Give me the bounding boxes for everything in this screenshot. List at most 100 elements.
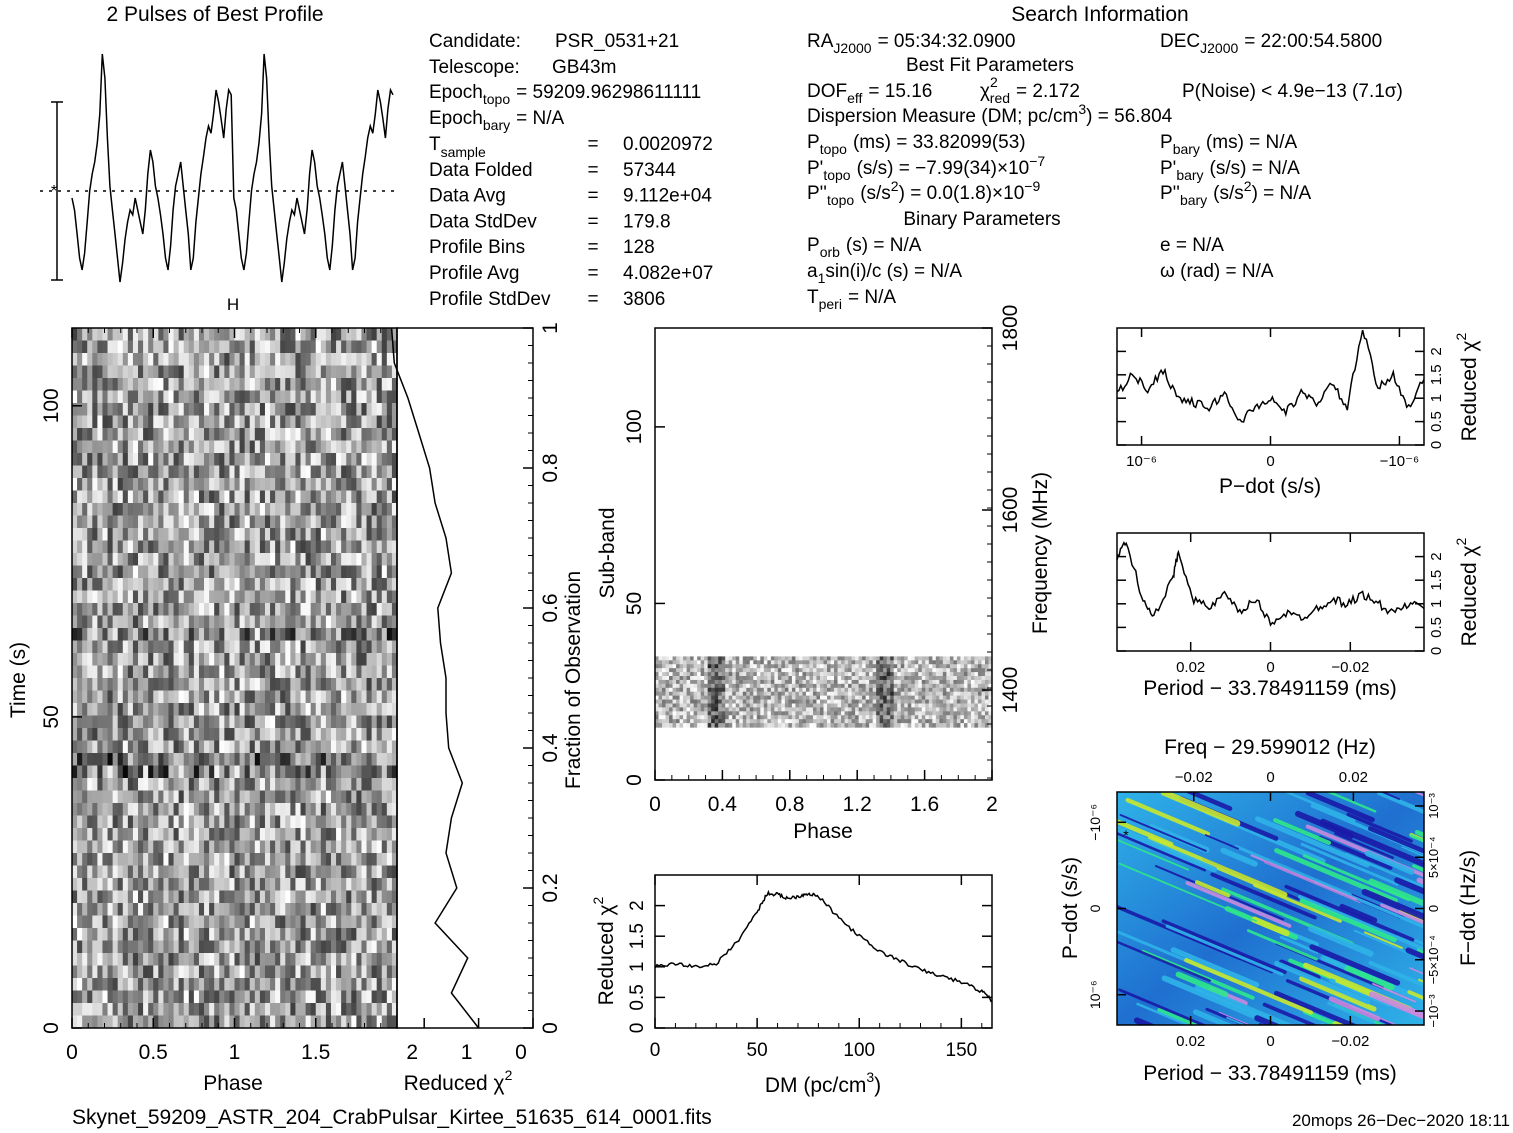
subband-cell xyxy=(942,656,947,661)
pdd-topo-text: P''topo (s/s2) = 0.0(1.8)×10−9 xyxy=(807,178,1040,208)
subband-cell xyxy=(795,691,800,697)
time-phase-cell xyxy=(97,540,104,554)
subband-cell xyxy=(879,703,884,709)
subband-cell xyxy=(714,703,719,709)
subband-cell xyxy=(932,703,937,709)
time-phase-cell xyxy=(143,678,149,692)
subband-cell xyxy=(935,695,940,701)
time-phase-cell xyxy=(249,553,256,567)
time-phase-cell xyxy=(305,728,312,742)
time-phase-cell xyxy=(183,340,190,354)
subband-cell xyxy=(686,683,691,689)
subband-cell xyxy=(795,660,800,665)
time-phase-cell xyxy=(183,453,190,467)
time-phase-cell xyxy=(336,1003,342,1017)
time-phase-cell xyxy=(341,428,347,442)
time-phase-cell xyxy=(204,778,210,792)
time-phase-cell xyxy=(290,553,297,567)
time-phase-cell xyxy=(295,828,302,842)
subband-cell xyxy=(977,664,983,669)
time-phase-cell xyxy=(330,803,337,817)
time-phase-cell xyxy=(198,878,205,892)
time-phase-cell xyxy=(295,465,302,479)
time-phase-cell xyxy=(371,903,378,917)
time-phase-cell xyxy=(381,615,388,629)
time-phase-cell xyxy=(280,440,286,454)
time-phase-cell xyxy=(346,440,352,454)
time-phase-cell xyxy=(178,478,185,492)
time-phase-cell xyxy=(148,890,154,904)
time-phase-cell xyxy=(72,728,78,742)
time-phase-cell xyxy=(244,340,251,354)
time-phase-cell xyxy=(163,490,170,504)
search-info-block: Search Information Candidate: PSR_0531+2… xyxy=(429,3,1403,312)
subband-cell xyxy=(665,668,670,673)
time-phase-cell xyxy=(163,915,170,929)
time-phase-cell xyxy=(168,965,175,979)
time-phase-cell xyxy=(209,365,215,379)
time-phase-cell xyxy=(366,778,373,792)
subband-cell xyxy=(956,676,962,681)
subband-cell xyxy=(862,695,867,701)
time-phase-cell xyxy=(381,390,388,404)
time-phase-cell xyxy=(275,415,281,429)
subband-cell xyxy=(749,660,754,665)
time-phase-cell xyxy=(330,965,337,979)
time-phase-cell xyxy=(77,965,83,979)
time-phase-cell xyxy=(381,740,388,754)
time-phase-cell xyxy=(259,353,266,367)
time-phase-cell xyxy=(87,928,93,942)
time-phase-cell xyxy=(107,840,114,854)
time-phase-cell xyxy=(132,478,139,492)
subband-cell xyxy=(679,660,684,665)
time-phase-cell xyxy=(219,828,225,842)
subband-cell xyxy=(914,703,919,709)
time-phase-cell xyxy=(295,378,302,392)
time-phase-cell xyxy=(107,628,114,642)
time-phase-cell xyxy=(275,503,281,517)
subband-cell xyxy=(897,679,902,685)
time-phase-cell xyxy=(249,503,256,517)
time-phase-cell xyxy=(112,565,119,579)
subband-cell xyxy=(816,679,821,685)
time-phase-cell xyxy=(361,878,368,892)
subband-cell xyxy=(883,699,888,705)
time-phase-cell xyxy=(219,728,225,742)
time-phase-cell xyxy=(259,403,266,417)
time-phase-cell xyxy=(112,965,119,979)
time-phase-cell xyxy=(148,765,154,779)
time-phase-cell xyxy=(198,428,205,442)
time-phase-cell xyxy=(214,928,220,942)
time-phase-cell xyxy=(381,378,388,392)
subband-cell xyxy=(686,660,691,665)
time-phase-cell xyxy=(219,1015,225,1028)
time-phase-cell xyxy=(244,928,251,942)
time-phase-cell xyxy=(320,903,327,917)
time-phase-cell xyxy=(117,528,124,542)
time-phase-cell xyxy=(386,640,393,654)
time-phase-cell xyxy=(148,1015,154,1028)
subband-cell xyxy=(925,668,930,673)
subband-cell xyxy=(819,703,825,709)
subband-cell xyxy=(869,672,874,677)
subband-cell xyxy=(711,664,716,669)
time-phase-cell xyxy=(280,965,286,979)
time-phase-cell xyxy=(204,803,210,817)
time-phase-cell xyxy=(300,828,307,842)
subband-cell xyxy=(784,656,789,661)
time-phase-cell xyxy=(315,590,322,604)
time-phase-cell xyxy=(224,928,231,942)
subband-cell xyxy=(686,699,691,705)
subband-cell xyxy=(798,695,804,701)
time-phase-cell xyxy=(72,840,78,854)
time-phase-cell xyxy=(72,528,78,542)
time-phase-cell xyxy=(381,690,388,704)
subband-cell xyxy=(770,676,775,681)
time-phase-cell xyxy=(249,590,256,604)
time-phase-cell xyxy=(143,528,149,542)
subband-cell xyxy=(932,683,937,689)
time-phase-cell xyxy=(122,778,129,792)
time-phase-cell xyxy=(285,965,291,979)
time-phase-cell xyxy=(92,653,98,667)
time-phase-cell xyxy=(102,915,109,929)
